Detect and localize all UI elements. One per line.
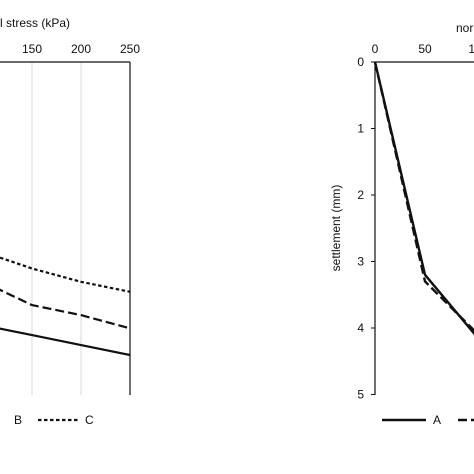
right-y-ticks: 0 1 2 3 4 5 <box>357 55 375 402</box>
right-y-tick-label-3: 3 <box>357 255 364 269</box>
right-y-tick-label-2: 2 <box>357 188 364 202</box>
left-x-axis-title: l stress (kPa) <box>0 16 70 30</box>
left-chart: 150 200 250 l stress (kPa) B C <box>0 16 140 427</box>
left-series-line-unlabeled-0 <box>0 327 131 357</box>
left-x-tick-label-150: 150 <box>22 42 42 56</box>
left-x-tick-label-250: 250 <box>120 42 140 56</box>
left-x-tick-label-200: 200 <box>71 42 91 56</box>
right-chart: 0 50 10 0 1 2 3 4 5 nor settlement (mm) A <box>329 21 474 427</box>
right-x-tick-label-2: 10 <box>468 42 474 56</box>
left-series-lines <box>0 256 131 357</box>
right-y-tick-label-4: 4 <box>357 321 364 335</box>
right-series-line-unlabeled-1 <box>373 61 474 332</box>
right-y-tick-label-0: 0 <box>357 55 364 69</box>
right-series-lines <box>373 61 474 336</box>
left-x-ticks: 150 200 250 <box>22 42 140 56</box>
right-y-tick-label-5: 5 <box>357 388 364 402</box>
right-y-tick-label-1: 1 <box>357 122 364 136</box>
left-legend-label-b: B <box>14 413 22 427</box>
right-x-axis-title: nor <box>456 21 473 35</box>
right-y-axis-title: settlement (mm) <box>329 185 343 272</box>
right-x-tick-label-0: 0 <box>372 42 379 56</box>
right-x-tick-label-1: 50 <box>418 42 432 56</box>
right-legend: A <box>382 413 474 427</box>
left-series-line-b <box>0 288 131 330</box>
left-legend: B C <box>14 413 94 427</box>
left-series-line-c <box>0 256 131 293</box>
right-x-ticks: 0 50 10 <box>372 42 474 56</box>
left-legend-label-c: C <box>85 413 94 427</box>
right-legend-label-a: A <box>433 413 441 427</box>
